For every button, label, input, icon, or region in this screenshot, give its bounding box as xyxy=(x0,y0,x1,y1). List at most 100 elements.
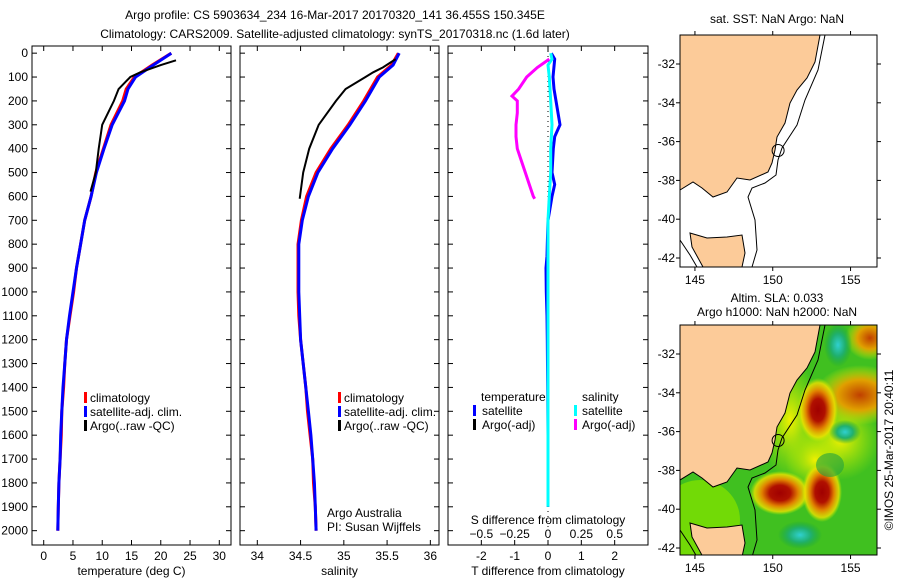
y-tick-label: 1400 xyxy=(1,380,28,394)
lat-tick-label: -32 xyxy=(658,347,676,361)
lat-tick-label: -36 xyxy=(658,425,676,439)
profile-location-marker xyxy=(771,434,785,448)
legend-swatch-climatology xyxy=(84,392,87,403)
panel-frame xyxy=(239,45,440,546)
y-tick-label: 300 xyxy=(8,118,28,132)
s-tick-label: 0 xyxy=(545,527,552,541)
x-axis-label: temperature (deg C) xyxy=(77,564,185,578)
legend-label-satellite: satellite-adj. clim. xyxy=(344,405,436,419)
panel-temperature: 0 5 10 15 20 25 30 temperature (deg C) 0 100 200 30… xyxy=(1,45,232,578)
imos-stamp: ©IMOS 25-Mar-2017 20:40:11 xyxy=(882,369,896,530)
lon-tick-label: 145 xyxy=(685,561,705,575)
x-tick-label: 15 xyxy=(125,549,139,563)
panel-salinity: 34 34.5 35 35.5 36 salinity xyxy=(239,45,440,578)
legend-swatch-climatology xyxy=(338,392,341,403)
s-tick-label: 0.25 xyxy=(570,527,594,541)
y-tick-label: 0 xyxy=(21,46,28,60)
sla-map-axes: 145 150 155 -32 -34 -36 -38 -40 -42 xyxy=(658,321,881,575)
tasmania xyxy=(689,232,746,268)
lat-tick-label: -38 xyxy=(658,173,676,187)
legend-label-t-satellite: satellite xyxy=(482,404,523,418)
lon-tick-label: 155 xyxy=(841,561,861,575)
sst-map: sat. SST: NaN Argo: NaN 145 150 155 -32 -34 -… xyxy=(658,12,881,287)
legend-swatch-argo xyxy=(338,420,341,431)
lon-tick-label: 150 xyxy=(763,561,783,575)
y-tick-label: 700 xyxy=(8,213,28,227)
series-line-argo-raw-qc- xyxy=(298,58,397,199)
legend-swatch-s-satellite xyxy=(574,405,577,416)
mainland xyxy=(680,325,821,488)
x-tick-label: 0 xyxy=(545,549,552,563)
x-axis-label: salinity xyxy=(321,564,358,578)
x-tick-label: 20 xyxy=(154,549,168,563)
y-tick-label: 1000 xyxy=(1,285,28,299)
sla-map-title-2: Argo h1000: NaN h2000: NaN xyxy=(697,305,857,319)
legend-label-climatology: climatology xyxy=(90,391,150,405)
legend-label-argo: Argo(..raw -QC) xyxy=(344,419,429,433)
lat-tick-label: -42 xyxy=(658,541,676,555)
y-tick-label: 1300 xyxy=(1,357,28,371)
x-tick-label: -2 xyxy=(476,549,487,563)
x-tick-label: 0 xyxy=(40,549,47,563)
coastline xyxy=(680,325,826,555)
legend-swatch-argo xyxy=(84,420,87,431)
sla-field xyxy=(680,325,877,555)
land-mask xyxy=(679,34,826,268)
salinity-legend: climatology satellite-adj. clim. Argo(..… xyxy=(338,391,436,433)
s-tick-label: −0.5 xyxy=(469,527,493,541)
series-line-satellite-adj-clim- xyxy=(297,52,401,531)
x-axis-label: T difference from climatology xyxy=(471,564,625,578)
legend-label-t-argo: Argo(-adj) xyxy=(482,418,535,432)
legend-swatch-t-argo xyxy=(473,419,476,430)
legend-swatch-satellite xyxy=(84,406,87,417)
lat-tick-label: -40 xyxy=(658,212,676,226)
panel-difference: -2 -1 0 1 2T difference from climatology −0.5… xyxy=(447,45,649,578)
coastline xyxy=(679,34,826,268)
isobath xyxy=(747,34,826,268)
temperature-legend: climatology satellite-adj. clim. Argo(..… xyxy=(84,391,182,433)
isobath xyxy=(679,239,698,268)
y-tick-label: 900 xyxy=(8,261,28,275)
sst-map-title: sat. SST: NaN Argo: NaN xyxy=(710,12,844,26)
y-tick-label: 200 xyxy=(8,94,28,108)
lat-tick-label: -40 xyxy=(658,502,676,516)
y-tick-label: 1100 xyxy=(2,309,28,323)
legend-label-climatology: climatology xyxy=(344,391,404,405)
y-tick-label: 100 xyxy=(8,70,28,84)
sla-map-title-1: Altim. SLA: 0.033 xyxy=(731,291,824,305)
tasmania xyxy=(689,522,746,555)
x-tick-label: 35.5 xyxy=(375,549,399,563)
y-tick-label: 1200 xyxy=(1,333,28,347)
y-tick-label: 1800 xyxy=(1,476,28,490)
lat-tick-label: -34 xyxy=(658,386,676,400)
s-tick-label: 0.5 xyxy=(606,527,623,541)
y-tick-label: 800 xyxy=(8,237,28,251)
mainland xyxy=(679,34,821,198)
x-tick-label: 36 xyxy=(424,549,438,563)
x-tick-label: -1 xyxy=(509,549,520,563)
x-tick-label: 35 xyxy=(337,549,351,563)
series-line-salinity-argo-adj- xyxy=(509,57,551,200)
x-tick-label: 34.5 xyxy=(289,549,313,563)
lon-tick-label: 145 xyxy=(685,273,705,287)
legend-swatch-t-satellite xyxy=(473,405,476,416)
credit-pi: PI: Susan Wijffels xyxy=(327,520,421,534)
panel-frame xyxy=(31,45,232,546)
s-axis-label: S difference from climatology xyxy=(471,513,626,527)
lon-tick-label: 155 xyxy=(841,273,861,287)
x-tick-label: 25 xyxy=(183,549,197,563)
legend-label-argo: Argo(..raw -QC) xyxy=(90,419,175,433)
y-tick-label: 400 xyxy=(8,142,28,156)
lat-tick-label: -38 xyxy=(658,463,676,477)
y-tick-label: 1900 xyxy=(1,500,28,514)
y-tick-label: 1600 xyxy=(1,428,28,442)
legend-label-satellite: satellite-adj. clim. xyxy=(90,405,182,419)
credit-institution: Argo Australia xyxy=(327,506,402,520)
legend-swatch-s-argo xyxy=(574,419,577,430)
x-tick-label: 5 xyxy=(70,549,77,563)
series-line-satellite-adj-clim- xyxy=(56,51,173,531)
title-line-1: Argo profile: CS 5903634_234 16-Mar-2017… xyxy=(125,8,545,22)
legend-label-s-argo: Argo(-adj) xyxy=(582,418,635,432)
legend-title-temperature: temperature xyxy=(481,390,546,404)
